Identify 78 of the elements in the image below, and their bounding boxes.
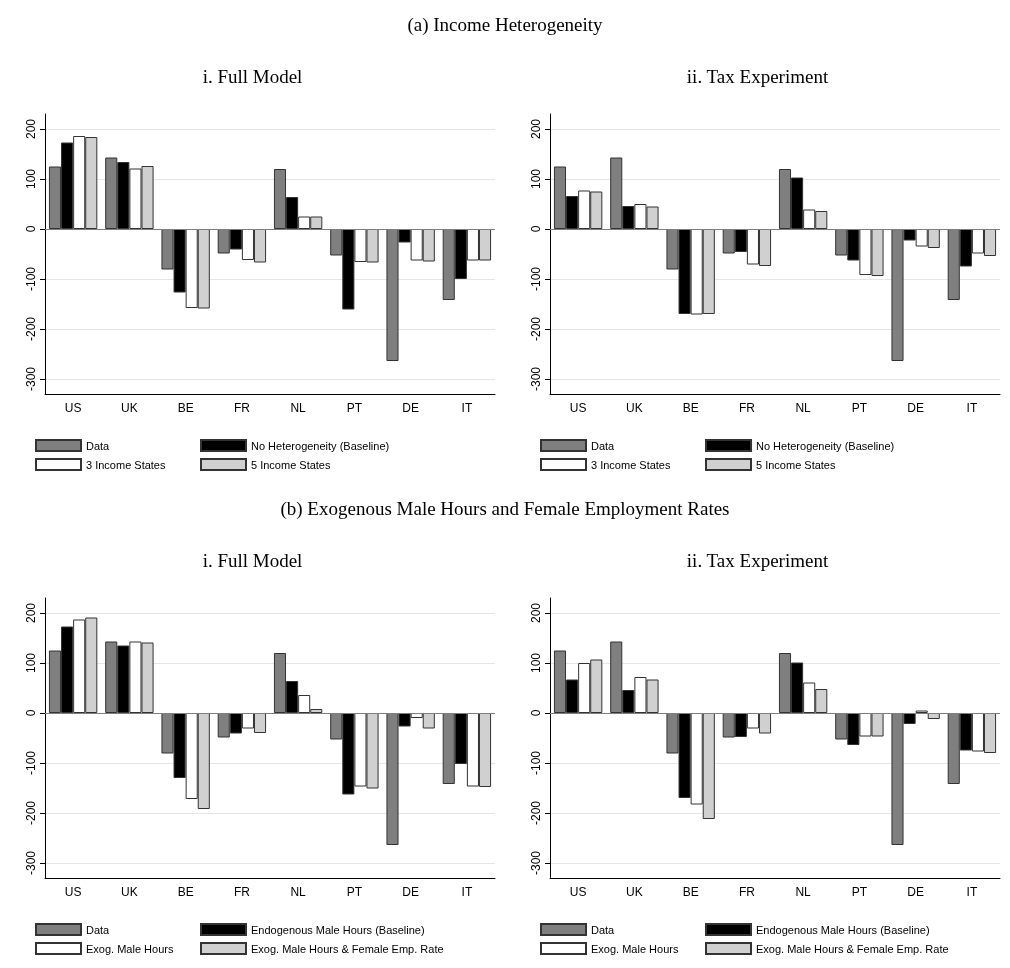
legend-label: 5 Income States bbox=[251, 458, 331, 471]
x-tick-label: NL bbox=[795, 401, 812, 415]
x-tick-label: IT bbox=[966, 401, 978, 415]
x-tick-label: FR bbox=[738, 885, 756, 899]
y-tick-label: 100 bbox=[529, 168, 543, 190]
y-tick-label: 200 bbox=[529, 118, 543, 140]
x-tick-label: BE bbox=[682, 885, 699, 899]
chart-title: ii. Tax Experiment bbox=[686, 66, 829, 87]
legend-label: Endogenous Male Hours (Baseline) bbox=[756, 923, 930, 936]
legend-label: Data bbox=[86, 923, 111, 936]
x-tick-label: DE bbox=[402, 885, 419, 899]
y-tick-label: -300 bbox=[529, 850, 543, 876]
y-tick-label: 0 bbox=[24, 225, 38, 233]
x-tick-label: NL bbox=[795, 885, 812, 899]
y-tick-label: 200 bbox=[24, 118, 38, 140]
text: (a) Income Heterogeneity bbox=[406, 13, 604, 37]
y-tick-label: -300 bbox=[24, 366, 38, 392]
x-tick-label: US bbox=[64, 885, 82, 899]
x-tick-label: DE bbox=[907, 401, 924, 415]
chart-title: i. Full Model bbox=[202, 66, 303, 87]
y-tick-label: 0 bbox=[24, 709, 38, 717]
x-tick-label: DE bbox=[402, 401, 419, 415]
legend-label: Data bbox=[591, 923, 616, 936]
y-tick-label: -300 bbox=[529, 366, 543, 392]
legend-label: Exog. Male Hours & Female Emp. Rate bbox=[756, 942, 949, 955]
x-tick-label: US bbox=[64, 401, 82, 415]
x-tick-label: FR bbox=[233, 885, 251, 899]
x-tick-label: UK bbox=[121, 401, 138, 415]
x-tick-label: NL bbox=[290, 401, 307, 415]
x-tick-label: PT bbox=[346, 885, 363, 899]
x-tick-label: IT bbox=[966, 885, 978, 899]
y-tick-label: -200 bbox=[24, 800, 38, 826]
chart-title: ii. Tax Experiment bbox=[686, 550, 829, 571]
y-tick-label: -200 bbox=[24, 316, 38, 342]
legend-label: Data bbox=[86, 439, 111, 452]
y-tick-label: -100 bbox=[24, 266, 38, 292]
x-tick-label: BE bbox=[177, 401, 194, 415]
chart-title: i. Full Model bbox=[202, 550, 303, 571]
y-tick-label: -300 bbox=[24, 850, 38, 876]
y-tick-label: 100 bbox=[24, 652, 38, 674]
x-tick-label: UK bbox=[626, 885, 643, 899]
legend-label: Exog. Male Hours bbox=[86, 942, 174, 955]
x-tick-label: IT bbox=[461, 401, 473, 415]
y-tick-label: 200 bbox=[529, 602, 543, 624]
x-tick-label: DE bbox=[907, 885, 924, 899]
y-tick-label: -200 bbox=[529, 800, 543, 826]
x-tick-label: BE bbox=[682, 401, 699, 415]
x-tick-label: FR bbox=[233, 401, 251, 415]
x-tick-label: US bbox=[569, 885, 587, 899]
y-tick-label: 0 bbox=[529, 709, 543, 717]
legend-label: Data bbox=[591, 439, 616, 452]
y-tick-label: 100 bbox=[529, 652, 543, 674]
x-tick-label: US bbox=[569, 401, 587, 415]
x-tick-label: BE bbox=[177, 885, 194, 899]
legend-label: 5 Income States bbox=[756, 458, 836, 471]
y-tick-label: 0 bbox=[529, 225, 543, 233]
legend-label: Exog. Male Hours & Female Emp. Rate bbox=[251, 942, 444, 955]
legend-label: 3 Income States bbox=[86, 458, 166, 471]
legend-label: 3 Income States bbox=[591, 458, 671, 471]
legend-label: No Heterogeneity (Baseline) bbox=[251, 439, 390, 452]
y-tick-label: -100 bbox=[529, 266, 543, 292]
legend-label: Endogenous Male Hours (Baseline) bbox=[251, 923, 425, 936]
y-tick-label: -100 bbox=[529, 750, 543, 776]
legend-label: Exog. Male Hours bbox=[591, 942, 679, 955]
y-tick-label: -100 bbox=[24, 750, 38, 776]
x-tick-label: UK bbox=[626, 401, 643, 415]
text: (b) Exogenous Male Hours and Female Employment Rates bbox=[279, 497, 731, 521]
y-tick-label: -200 bbox=[529, 316, 543, 342]
x-tick-label: PT bbox=[346, 401, 363, 415]
x-tick-label: IT bbox=[461, 885, 473, 899]
x-tick-label: PT bbox=[851, 885, 868, 899]
y-tick-label: 200 bbox=[24, 602, 38, 624]
x-tick-label: PT bbox=[851, 401, 868, 415]
x-tick-label: FR bbox=[738, 401, 756, 415]
y-tick-label: 100 bbox=[24, 168, 38, 190]
x-tick-label: NL bbox=[290, 885, 307, 899]
legend-label: No Heterogeneity (Baseline) bbox=[756, 439, 895, 452]
x-tick-label: UK bbox=[121, 885, 138, 899]
